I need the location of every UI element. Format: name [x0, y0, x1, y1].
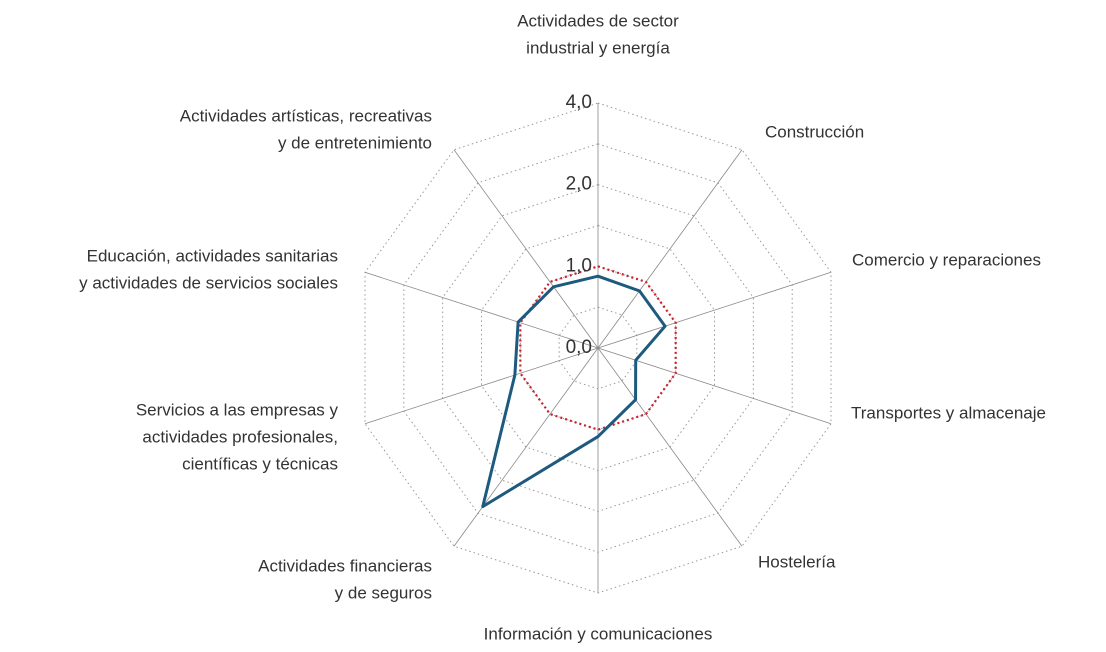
category-label: Transportes y almacenaje [851, 403, 1046, 422]
spoke [597, 271, 832, 349]
category-label: Construcción [765, 122, 864, 141]
spoke [597, 347, 832, 425]
category-label: y actividades de servicios sociales [79, 273, 338, 292]
category-label: Comercio y reparaciones [852, 250, 1041, 269]
category-label: y de entretenimiento [278, 133, 432, 152]
r-tick-label: 2,0 [566, 174, 592, 195]
category-label: Educación, actividades sanitarias [87, 246, 338, 265]
category-label: Servicios a las empresas y [136, 400, 339, 419]
spoke [453, 149, 599, 349]
category-label: Hostelería [758, 552, 836, 571]
spoke [453, 347, 599, 547]
category-label: Información y comunicaciones [484, 624, 713, 643]
category-label: Actividades de sector [517, 11, 679, 30]
category-label: Actividades financieras [258, 556, 432, 575]
r-tick-label: 1,0 [566, 255, 592, 276]
spoke [597, 149, 743, 349]
category-label: industrial y energía [526, 38, 670, 57]
spoke [597, 347, 743, 547]
spoke [364, 271, 599, 349]
category-label: científicas y técnicas [182, 454, 338, 473]
r-tick-label: 4,0 [566, 92, 592, 113]
r-tick-label: 0,0 [566, 337, 592, 358]
category-label: actividades profesionales, [142, 427, 338, 446]
category-label: Actividades artísticas, recreativas [180, 106, 432, 125]
spoke [364, 347, 599, 425]
series-line [481, 274, 667, 509]
category-label: y de seguros [335, 583, 432, 602]
